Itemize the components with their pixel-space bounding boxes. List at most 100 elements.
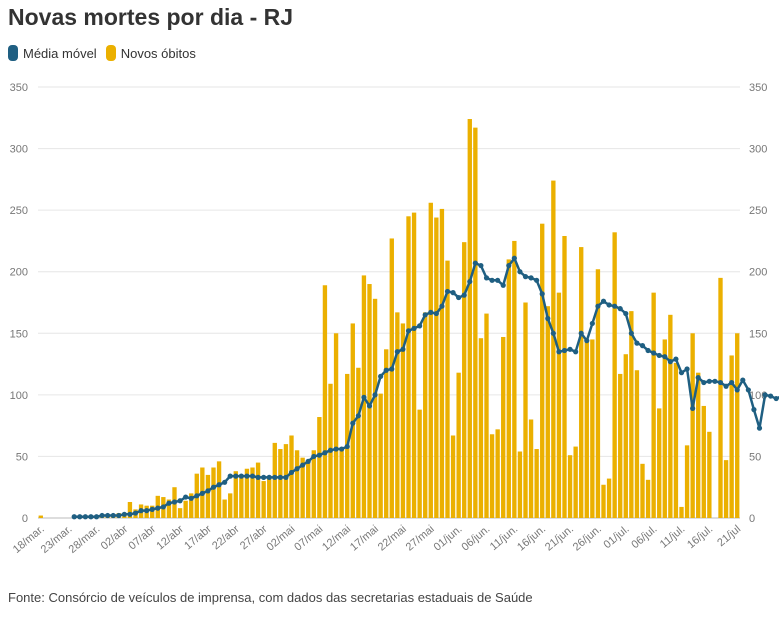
x-tick-label: 02/mai — [264, 523, 297, 553]
line-point — [433, 310, 439, 317]
bar — [640, 463, 645, 518]
line-point — [222, 479, 228, 485]
x-tick-label: 17/abr — [182, 523, 214, 552]
bar — [523, 302, 528, 518]
line-point — [127, 511, 133, 517]
line-point — [227, 473, 233, 479]
line-point — [578, 330, 584, 336]
bar — [601, 484, 606, 518]
line-series-media-movel — [71, 255, 779, 520]
line-point — [132, 510, 139, 516]
x-tick-label: 07/abr — [127, 523, 159, 552]
line-point — [573, 349, 579, 355]
legend-item-media-movel[interactable]: Média móvel — [8, 45, 97, 61]
line-point — [550, 330, 556, 336]
line-point — [93, 514, 100, 520]
bar — [707, 431, 712, 518]
bar — [657, 408, 662, 518]
bar — [567, 455, 573, 518]
line-point — [216, 482, 222, 488]
x-tick-label: 02/abr — [99, 523, 131, 552]
x-tick-label: 21/jun. — [543, 523, 576, 553]
line-point — [467, 278, 473, 285]
line-point — [701, 379, 707, 386]
bar — [250, 467, 255, 518]
line-point — [183, 494, 189, 500]
legend-item-novos-obitos[interactable]: Novos óbitos — [105, 45, 196, 61]
bar — [590, 339, 595, 518]
bar — [428, 202, 433, 519]
line-point — [288, 469, 295, 476]
line-point — [138, 508, 144, 514]
bar — [484, 313, 489, 518]
line-point — [77, 514, 83, 520]
legend: Média móvel Novos óbitos — [8, 45, 205, 61]
y-tick-label-right: 350 — [749, 82, 767, 94]
y-tick-label-right: 300 — [749, 144, 767, 156]
line-point — [673, 356, 679, 362]
line-point — [528, 275, 534, 281]
x-tick-label: 16/jun. — [515, 523, 548, 553]
bar — [423, 312, 428, 518]
line-point — [110, 512, 116, 519]
x-tick-label: 26/jun. — [571, 523, 604, 553]
bar — [723, 460, 729, 518]
bar — [261, 481, 266, 518]
line-point — [444, 288, 451, 295]
bar — [512, 240, 517, 518]
bar — [501, 336, 506, 518]
line-point — [751, 407, 757, 413]
bar — [651, 292, 656, 518]
bar — [545, 306, 550, 518]
line-point — [662, 354, 668, 360]
bar — [395, 312, 400, 518]
bar — [177, 508, 183, 518]
bar — [317, 417, 322, 518]
line-point — [500, 282, 506, 288]
line-point — [567, 346, 573, 352]
bar — [540, 223, 545, 518]
line-point — [316, 452, 322, 458]
bar — [456, 372, 461, 518]
y-tick-label-left: 150 — [10, 328, 28, 340]
line-point — [639, 343, 646, 349]
bar — [367, 284, 372, 518]
line-point — [116, 512, 122, 519]
bar — [534, 449, 539, 518]
bar — [339, 449, 344, 518]
y-tick-label-left: 300 — [10, 144, 28, 156]
line-point — [561, 347, 568, 354]
line-point — [272, 474, 278, 480]
bar — [495, 429, 500, 518]
bar — [673, 362, 679, 518]
y-tick-label-right: 150 — [749, 328, 767, 340]
x-tick-label: 07/mai — [292, 523, 325, 553]
bar — [629, 311, 634, 518]
bar — [517, 451, 523, 518]
line-point — [623, 310, 629, 317]
y-axis-right: 0 50 100 150 200 250 300 350 — [749, 82, 767, 525]
bar — [634, 370, 640, 518]
line-point — [517, 269, 523, 275]
line-point — [311, 453, 317, 460]
line-point — [684, 366, 690, 372]
legend-label-media-movel: Média móvel — [23, 45, 97, 61]
line-point — [690, 405, 696, 412]
bar — [278, 449, 283, 518]
x-tick-label: 11/jun. — [488, 523, 520, 553]
bar — [445, 260, 450, 518]
y-tick-label-right: 100 — [749, 390, 767, 402]
x-tick-label: 21/jul — [715, 523, 743, 549]
y-tick-label-left: 100 — [10, 390, 28, 402]
bar — [579, 247, 584, 519]
line-point — [729, 379, 735, 386]
bar — [211, 467, 216, 518]
line-point — [489, 277, 495, 283]
y-tick-label-left: 50 — [16, 451, 28, 463]
bar — [718, 277, 723, 518]
line-point — [600, 298, 607, 304]
line-point — [612, 303, 618, 309]
bar — [473, 127, 478, 518]
x-tick-label: 11/jul. — [658, 523, 688, 551]
line-point — [400, 346, 406, 352]
